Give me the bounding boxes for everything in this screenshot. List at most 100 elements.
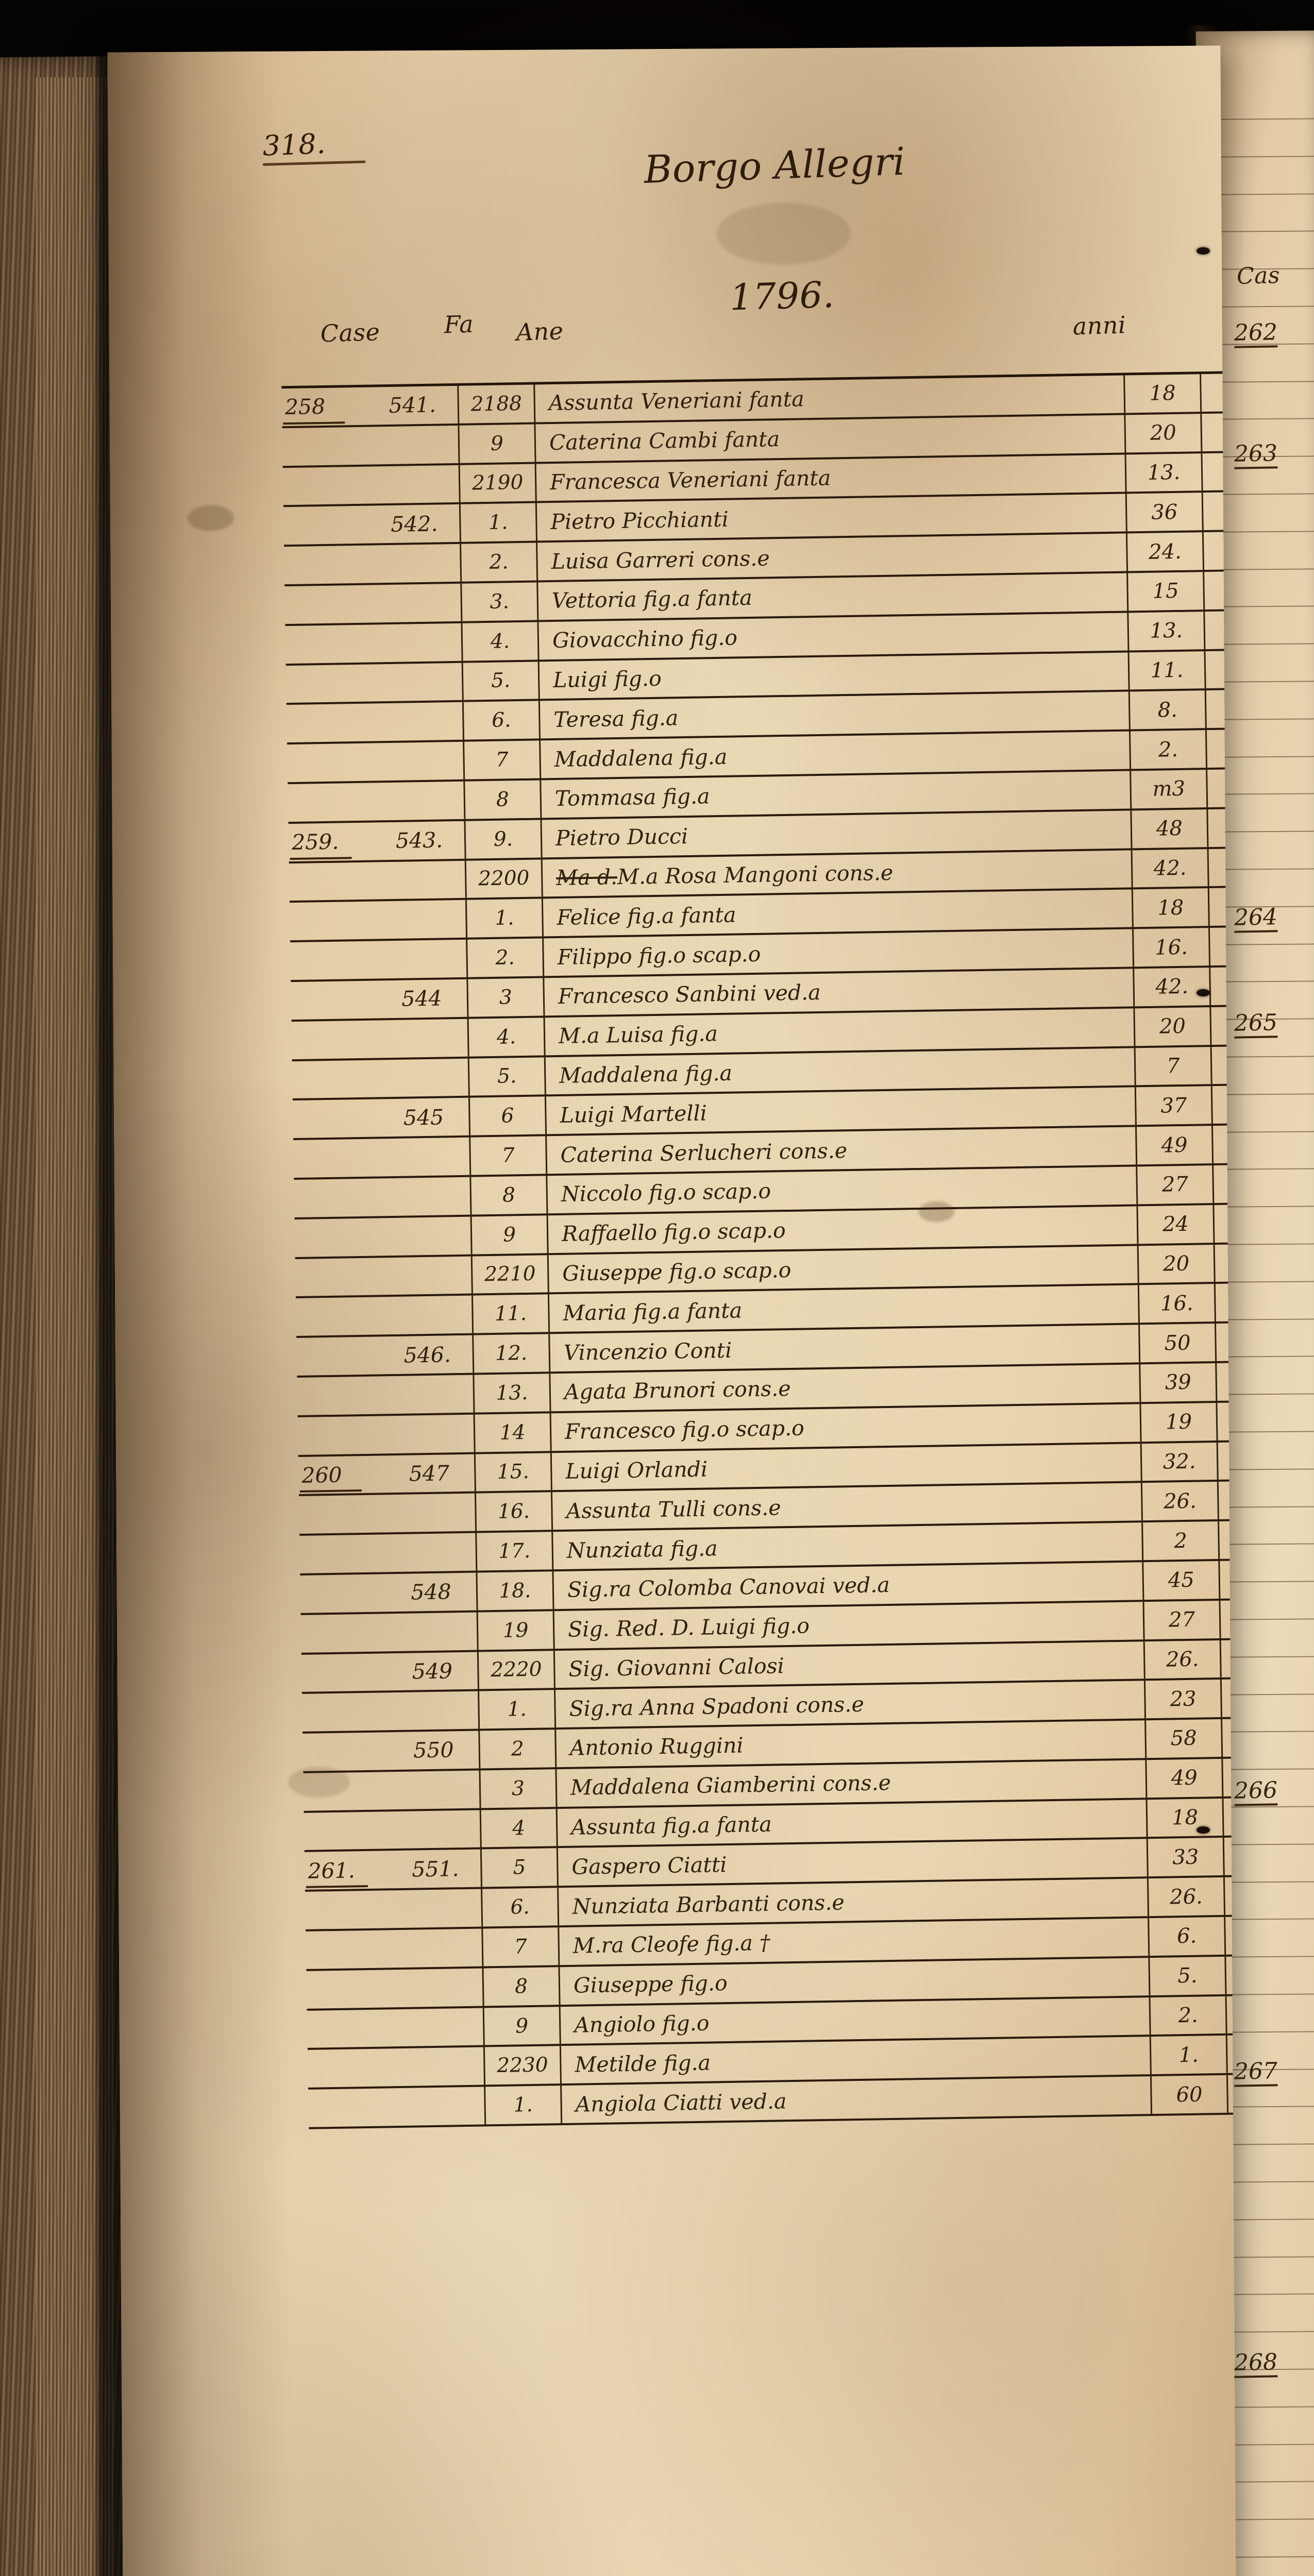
cell-age: 36 [1126, 493, 1204, 532]
cell-case-number [299, 1534, 385, 1573]
case-number-underline [299, 1489, 362, 1493]
cell-age: 42. [1132, 849, 1209, 888]
cell-soul-number: 9 [471, 1215, 549, 1255]
cell-soul-number: 11. [473, 1294, 550, 1333]
cell-case-number [282, 427, 368, 465]
cell-case-number [302, 1732, 389, 1771]
cell-family-number: 546. [382, 1335, 475, 1375]
cell-soul-number: 19 [478, 1611, 555, 1650]
cell-age: 2. [1130, 730, 1208, 769]
cell-soul-number: 6 [469, 1096, 547, 1136]
cell-case-number: 258 [281, 387, 367, 426]
facing-page-case-number: 265 [1234, 1009, 1278, 1039]
facing-page-case-number: 267 [1234, 2058, 1278, 2087]
cell-family-number [379, 1137, 471, 1177]
cell-soul-number: 3 [468, 978, 545, 1017]
cell-family-number: 548 [385, 1572, 478, 1612]
cell-family-number [392, 1968, 484, 2007]
cell-age: 5. [1150, 1956, 1227, 1995]
cell-case-number [290, 902, 376, 940]
cell-age: 39 [1140, 1363, 1218, 1402]
cell-family-number: 544 [376, 979, 469, 1019]
cell-age: 48 [1132, 809, 1209, 848]
facing-page-case-number: 268 [1234, 2349, 1278, 2378]
cell-family-number: 551. [390, 1849, 483, 1889]
cell-soul-number: 2200 [466, 859, 543, 899]
cell-soul-number: 2220 [478, 1650, 555, 1689]
struck-through-text: Ma d. [555, 865, 618, 890]
cell-soul-number: 2210 [472, 1255, 549, 1294]
cell-soul-number: 1. [466, 899, 544, 938]
cell-family-number [379, 1177, 472, 1216]
ink-stain [187, 505, 234, 531]
cell-age: 18 [1125, 374, 1202, 413]
facing-page-case-number: 264 [1234, 904, 1278, 933]
cell-soul-number: 2. [461, 543, 538, 582]
cell-family-number [372, 702, 465, 741]
cell-age: 19 [1141, 1402, 1218, 1442]
cell-family-number [371, 663, 464, 702]
cell-case-number [307, 2009, 393, 2048]
cell-family-number [370, 583, 463, 623]
cell-family-number: 547 [383, 1454, 476, 1493]
cell-soul-number: 6. [463, 701, 541, 740]
cell-case-number [296, 1337, 382, 1376]
cell-case-number [301, 1614, 387, 1652]
cell-family-number [377, 1058, 470, 1097]
binding-stitch [1197, 989, 1210, 996]
cell-case-number [306, 1930, 392, 1969]
cell-family-number: 549 [386, 1652, 479, 1691]
cell-case-number: 261. [305, 1851, 391, 1890]
cell-family-number [392, 2008, 485, 2047]
cell-age: 45 [1143, 1561, 1221, 1600]
cell-age: 60 [1151, 2075, 1229, 2114]
verso-page: 318. Borgo Allegri 1796. Case Fa Ane ann… [107, 45, 1238, 2576]
facing-page-case-number: 266 [1234, 1777, 1278, 1806]
cell-age: 11. [1129, 651, 1206, 690]
cell-age: 26. [1144, 1640, 1222, 1679]
cell-age: 15 [1128, 572, 1205, 611]
cell-family-number [386, 1612, 479, 1651]
cell-family-number [370, 623, 463, 663]
cell-soul-number: 14 [475, 1413, 552, 1452]
cell-family-number [369, 544, 462, 583]
cell-soul-number: 4. [462, 622, 540, 661]
column-header-anime: Ane [515, 317, 564, 346]
cell-family-number [393, 2047, 486, 2087]
cell-soul-number: 4 [481, 1808, 558, 1848]
cell-family-number [389, 1770, 481, 1809]
cell-soul-number: 3. [462, 582, 539, 621]
cell-case-number [283, 466, 369, 505]
cell-soul-number: 9. [465, 820, 543, 859]
cell-soul-number: 2. [467, 938, 545, 977]
page-title: Borgo Allegri [643, 139, 906, 192]
cell-family-number [374, 860, 467, 900]
cell-case-number [286, 664, 372, 703]
cell-age: 13. [1126, 453, 1203, 492]
cell-case-number [295, 1258, 381, 1296]
cell-soul-number: 9 [459, 424, 536, 463]
cell-age: 18 [1133, 888, 1210, 927]
column-header-case: Case [319, 318, 381, 348]
cell-family-number [384, 1493, 477, 1533]
cell-case-number [293, 1099, 379, 1138]
cell-person-name: Assunta Veneriani fanta [535, 375, 1126, 422]
column-header-anni: anni [1072, 311, 1126, 341]
cell-soul-number: 12. [474, 1334, 551, 1373]
cell-age: 37 [1136, 1086, 1213, 1125]
cell-age: 7 [1135, 1046, 1212, 1086]
cell-case-number [290, 941, 376, 980]
folio-number: 318. [262, 127, 327, 162]
cell-family-number [383, 1414, 476, 1453]
cell-age: 2 [1143, 1521, 1220, 1561]
cell-age: 49 [1147, 1758, 1224, 1798]
cell-family-number [373, 741, 465, 781]
cell-case-number [297, 1376, 383, 1415]
cell-family-number [391, 1928, 484, 1968]
cell-soul-number: 6. [482, 1888, 560, 1927]
cell-family-number [391, 1889, 483, 1928]
cell-soul-number: 7 [483, 1927, 560, 1967]
cell-age: 49 [1136, 1126, 1214, 1165]
